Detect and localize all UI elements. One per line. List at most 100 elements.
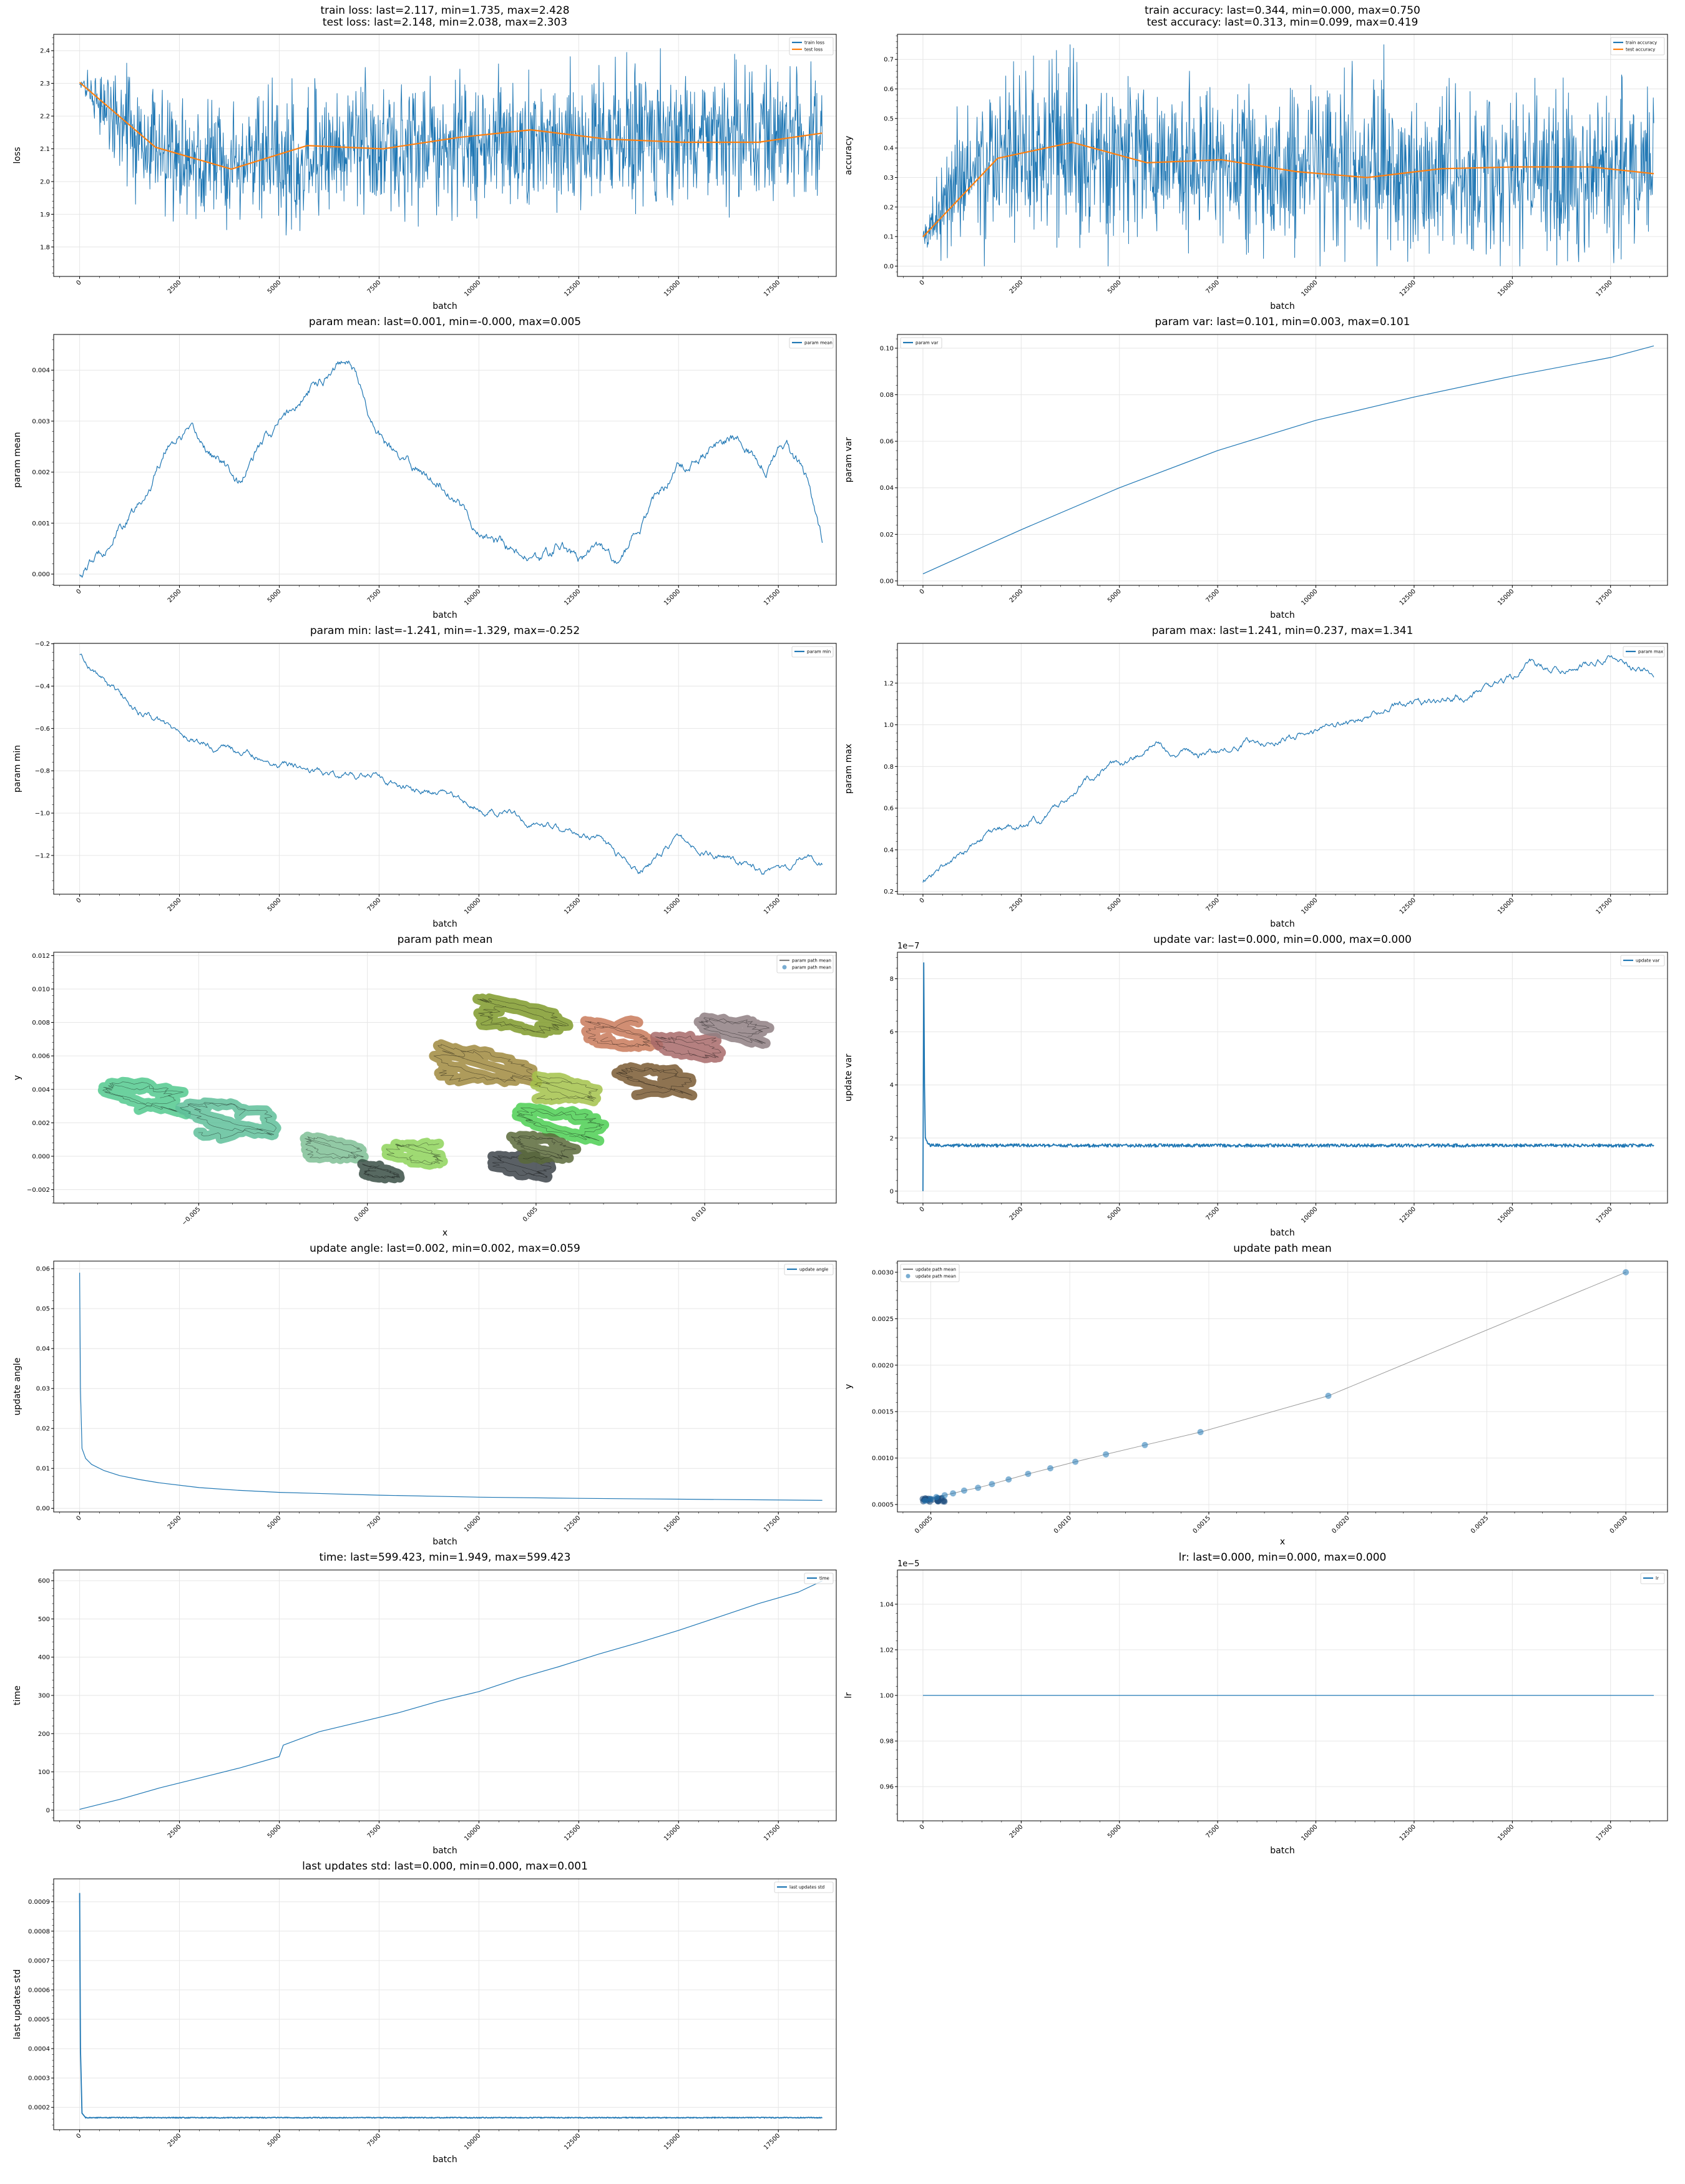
path-point — [1103, 1451, 1110, 1458]
x-tick-label: 17500 — [763, 588, 781, 607]
y-tick-label: 1.04 — [880, 1601, 894, 1608]
x-tick-label: 5000 — [1106, 1206, 1123, 1222]
path-point — [940, 1498, 947, 1504]
x-tick-label: 0 — [75, 1823, 82, 1831]
x-tick-label: 17500 — [763, 2132, 781, 2151]
chart-param-max: param max: last=1.241, min=0.237, max=1.… — [844, 625, 1668, 929]
y-axis-label: param min — [12, 745, 22, 792]
legend-label: update path mean — [916, 1274, 956, 1279]
path-point — [1325, 1392, 1332, 1399]
y-tick-label: 0.003 — [32, 418, 50, 425]
x-tick-label: 17500 — [763, 279, 781, 298]
y-tick-label: 0.08 — [880, 392, 894, 399]
x-tick-label: 5000 — [266, 1514, 283, 1531]
x-tick-label: 2500 — [167, 1514, 183, 1531]
x-tick-label: 0 — [75, 588, 82, 595]
grid — [54, 1570, 836, 1821]
x-tick-label: 2500 — [1009, 279, 1025, 295]
x-tick-label: 0 — [75, 1514, 82, 1522]
y-tick-label: 1.2 — [884, 680, 894, 687]
legend-label: update angle — [799, 1267, 828, 1272]
y-axis-label: param max — [844, 744, 854, 794]
y-tick-label: 2 — [890, 1135, 894, 1142]
path-trace — [362, 1164, 401, 1179]
x-tick-label: −0.005 — [181, 1206, 202, 1227]
path-point — [960, 1487, 967, 1494]
x-tick-label: 7500 — [1204, 588, 1221, 604]
y-tick-label: 1.8 — [40, 244, 50, 251]
series-line-time — [79, 1580, 823, 1810]
chart-last-updates-std: last updates std: last=0.000, min=0.000,… — [12, 1860, 837, 2165]
y-tick-label: 0.04 — [880, 485, 894, 492]
x-tick-label: 0 — [919, 1823, 926, 1831]
x-tick-label: 10000 — [463, 279, 482, 298]
legend: param max — [1623, 646, 1665, 658]
chart-param-min: param min: last=-1.241, min=-1.329, max=… — [12, 625, 837, 929]
x-tick-label: 0 — [919, 588, 926, 595]
x-tick-label: 5000 — [266, 588, 283, 604]
y-axis-label: last updates std — [12, 1969, 22, 2039]
x-tick-label: 2500 — [167, 1823, 183, 1840]
grid — [897, 643, 1668, 894]
y-tick-label: 0 — [46, 1807, 50, 1814]
x-tick-label: 7500 — [366, 897, 383, 913]
axes-frame — [53, 643, 837, 895]
y-tick-label: 0.4 — [884, 145, 894, 152]
chart-title: last updates std: last=0.000, min=0.000,… — [302, 1860, 588, 1873]
y-tick-label: 0.000 — [32, 572, 50, 578]
legend: update var — [1620, 955, 1665, 967]
y-tick-label: 0.0020 — [872, 1362, 894, 1369]
legend-label: param max — [1638, 650, 1663, 655]
legend: update angle — [784, 1264, 834, 1275]
path-trace — [517, 1108, 605, 1141]
y-tick-label: 0.02 — [880, 532, 894, 539]
grid — [897, 334, 1668, 585]
chart-accuracy: train accuracy: last=0.344, min=0.000, m… — [844, 5, 1668, 311]
x-tick-label: 2500 — [167, 588, 183, 604]
legend-label: time — [819, 1576, 829, 1581]
path-cluster — [580, 1015, 663, 1052]
y-tick-label: 600 — [38, 1578, 50, 1585]
path-trace — [386, 1142, 443, 1165]
axes-frame — [53, 952, 837, 1204]
y-tick-label: 0.4 — [884, 847, 894, 854]
x-tick-label: 17500 — [763, 1823, 781, 1842]
legend: param path mean param path mean — [776, 955, 834, 973]
legend-label: test loss — [804, 47, 823, 52]
path-point — [927, 1496, 934, 1503]
path-cluster — [175, 1097, 281, 1144]
y-tick-label: −0.4 — [35, 683, 50, 690]
x-tick-label: 0.000 — [353, 1206, 371, 1223]
series-line-param-var — [922, 345, 1654, 575]
series-line-param-max — [922, 655, 1654, 883]
y-tick-label: 400 — [38, 1654, 50, 1661]
path-trace — [655, 1035, 721, 1059]
y-tick-label: 0.02 — [36, 1426, 50, 1433]
y-tick-label: 1.9 — [40, 212, 50, 218]
axes-frame — [897, 1260, 1668, 1513]
x-tick-label: 10000 — [463, 588, 482, 607]
legend: lr — [1640, 1572, 1665, 1584]
x-tick-label: 12500 — [1399, 588, 1417, 607]
y-tick-label: 0.00 — [36, 1506, 50, 1513]
x-tick-label: 0 — [919, 897, 926, 904]
y-tick-label: 100 — [38, 1769, 50, 1776]
y-tick-label: 0.06 — [36, 1266, 50, 1273]
y-tick-label: −0.002 — [27, 1187, 50, 1194]
y-tick-label: 0.001 — [32, 520, 50, 527]
chart-title: time: last=599.423, min=1.949, max=599.4… — [320, 1551, 571, 1564]
x-axis-label: x — [1280, 1537, 1285, 1547]
path-point — [1072, 1458, 1079, 1465]
path-point — [1141, 1441, 1148, 1448]
series-line-last-updates-std — [79, 1893, 823, 2119]
x-tick-label: 0.0005 — [914, 1514, 934, 1535]
y-tick-label: 0.010 — [32, 986, 50, 993]
x-tick-label: 17500 — [1595, 588, 1614, 607]
x-axis-label: batch — [432, 1846, 457, 1856]
path-trace — [615, 1066, 693, 1096]
x-tick-label: 0.010 — [690, 1206, 708, 1223]
x-tick-label: 2500 — [1009, 1206, 1025, 1222]
axes-frame — [897, 34, 1668, 277]
series-line-test-loss — [79, 82, 823, 170]
legend-label: param path mean — [792, 958, 831, 963]
